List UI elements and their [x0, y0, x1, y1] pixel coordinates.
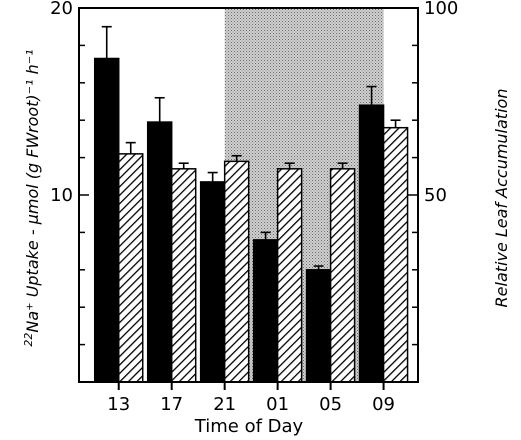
- dark-period-shading: [224, 8, 384, 382]
- bar-series-1-05: [305, 269, 332, 383]
- x-tick-label-17: 17: [160, 394, 183, 415]
- error-bars-group: [101, 25, 401, 270]
- bar-series-2-05: [329, 168, 356, 383]
- x-tick-label-01: 01: [266, 394, 289, 415]
- x-tick-label-13: 13: [107, 394, 130, 415]
- y-axis-left-title-prefix: 22: [22, 333, 35, 347]
- y-left-tick-label-10: 10: [50, 185, 73, 206]
- x-tick-label-21: 21: [213, 394, 236, 415]
- x-axis-title: Time of Day: [194, 416, 304, 437]
- bar-series-1-09: [358, 104, 385, 383]
- y-axis-right-title: Relative Leaf Accumulation: [492, 89, 511, 308]
- y-right-tick-label-50: 50: [424, 185, 447, 206]
- bar-series-2-21: [223, 160, 250, 383]
- y-axis-left-title-text: Na⁺ Uptake - μmol (g FWroot)⁻¹ h⁻¹: [23, 49, 42, 332]
- bar-series-1-17: [146, 121, 173, 383]
- bar-series-1-13: [93, 57, 120, 383]
- ticks-group: [79, 7, 418, 390]
- y-axis-left-title: 22Na⁺ Uptake - μmol (g FWroot)⁻¹ h⁻¹: [22, 49, 43, 346]
- y-left-tick-label-20: 20: [50, 0, 73, 19]
- bar-series-1-21: [199, 181, 226, 383]
- bar-series-1-01: [252, 239, 279, 383]
- x-tick-label-05: 05: [319, 394, 342, 415]
- bar-series-2-13: [117, 153, 144, 383]
- bar-series-2-17: [170, 168, 197, 383]
- y-right-tick-label-100: 100: [424, 0, 458, 19]
- tick-labels-group: 13 17 21 01 05 09 10 20 50 100: [50, 0, 458, 415]
- bars-group: [93, 57, 409, 383]
- bar-series-2-01: [276, 168, 303, 383]
- bar-series-2-09: [382, 126, 409, 383]
- x-tick-label-09: 09: [372, 394, 395, 415]
